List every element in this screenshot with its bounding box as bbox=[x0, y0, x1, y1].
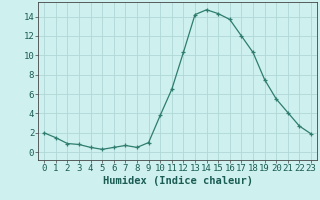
X-axis label: Humidex (Indice chaleur): Humidex (Indice chaleur) bbox=[103, 176, 252, 186]
